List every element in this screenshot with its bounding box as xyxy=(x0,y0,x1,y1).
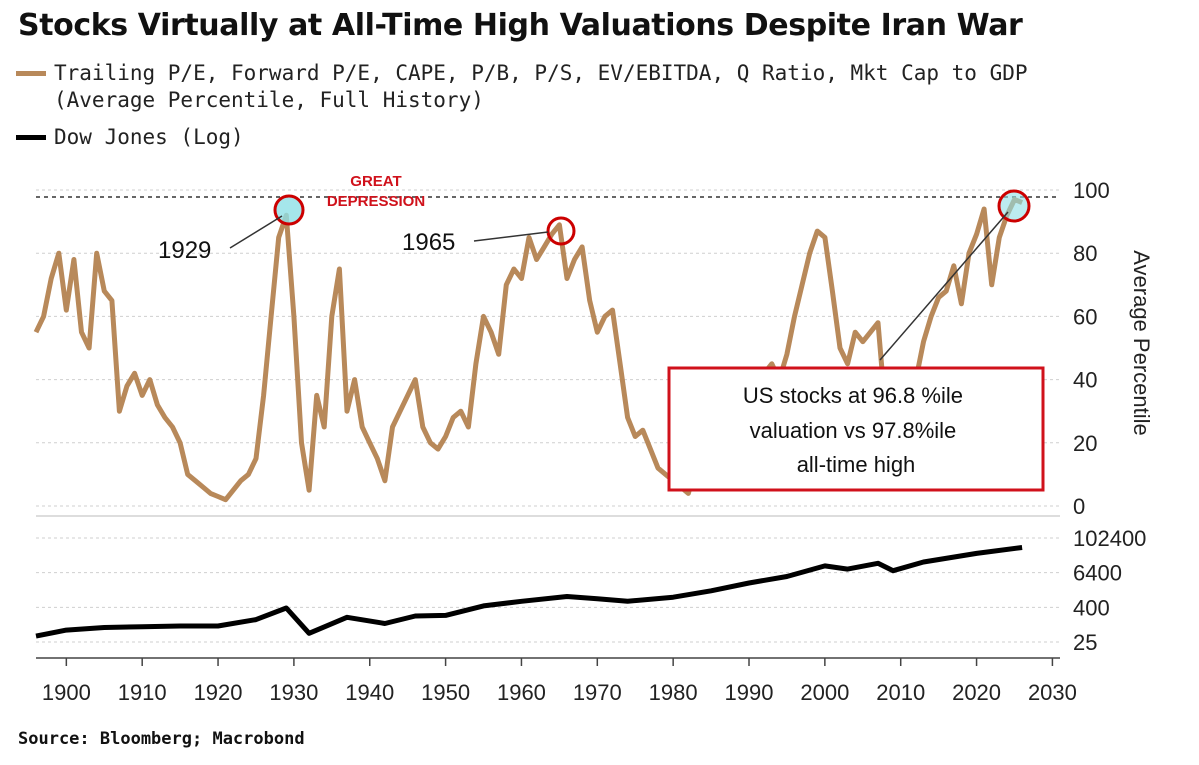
top-y-tick-label: 0 xyxy=(1073,494,1085,519)
x-tick-label: 1980 xyxy=(649,680,698,705)
legend-label-valuation: Trailing P/E, Forward P/E, CAPE, P/B, P/… xyxy=(54,61,1028,85)
source-note: Source: Bloomberg; Macrobond xyxy=(18,729,305,749)
peak-1929-marker xyxy=(273,194,305,226)
label-1965: 1965 xyxy=(402,229,455,256)
bottom-y-tick-label: 6400 xyxy=(1073,561,1122,586)
bottom-y-tick-label: 400 xyxy=(1073,595,1110,620)
callout-text: US stocks at 96.8 %ile valuation vs 97.8… xyxy=(743,383,969,477)
callout-pointer xyxy=(879,211,1009,361)
label-1929-pointer xyxy=(229,215,283,249)
x-tick-label: 1990 xyxy=(725,680,774,705)
x-tick-label: 2020 xyxy=(952,680,1001,705)
x-tick-label: 1950 xyxy=(421,680,470,705)
top-y-tick-label: 60 xyxy=(1073,304,1097,329)
peak-1965-marker xyxy=(546,216,576,246)
valuation-series-line xyxy=(33,197,1024,503)
x-tick-label: 2000 xyxy=(800,680,849,705)
bottom-y-tick-label: 102400 xyxy=(1073,526,1146,551)
legend-item-dow: Dow Jones (Log) xyxy=(16,124,244,151)
top-y-tick-label: 100 xyxy=(1073,178,1110,203)
legend-sublabel-valuation: (Average Percentile, Full History) xyxy=(54,88,484,112)
top-y-tick-label: 20 xyxy=(1073,431,1097,456)
x-tick-label: 1930 xyxy=(269,680,318,705)
x-tick-label: 2030 xyxy=(1028,680,1077,705)
x-tick-label: 1920 xyxy=(194,680,243,705)
label-1929: 1929 xyxy=(158,237,211,264)
x-tick-label: 1940 xyxy=(345,680,394,705)
legend-item-valuation: Trailing P/E, Forward P/E, CAPE, P/B, P/… xyxy=(16,60,1028,114)
x-tick-label: 1910 xyxy=(118,680,167,705)
bottom-y-tick-label: 25 xyxy=(1073,630,1097,655)
legend-swatch-valuation xyxy=(16,71,46,76)
legend-label-dow: Dow Jones (Log) xyxy=(54,125,244,149)
y-axis-label: Average Percentile xyxy=(1129,250,1154,436)
callout-box xyxy=(667,366,1045,492)
dow-series-line xyxy=(35,545,1023,639)
top-y-tick-label: 80 xyxy=(1073,241,1097,266)
great-depression-label: GREAT DEPRESSION xyxy=(327,173,425,210)
chart-title: Stocks Virtually at All-Time High Valuat… xyxy=(18,8,1023,43)
x-tick-label: 1970 xyxy=(573,680,622,705)
top-y-tick-label: 40 xyxy=(1073,368,1097,393)
legend-swatch-dow xyxy=(16,135,46,140)
label-1965-pointer xyxy=(473,231,549,242)
x-tick-label: 1900 xyxy=(42,680,91,705)
x-tick-label: 1960 xyxy=(497,680,546,705)
x-tick-label: 2010 xyxy=(876,680,925,705)
